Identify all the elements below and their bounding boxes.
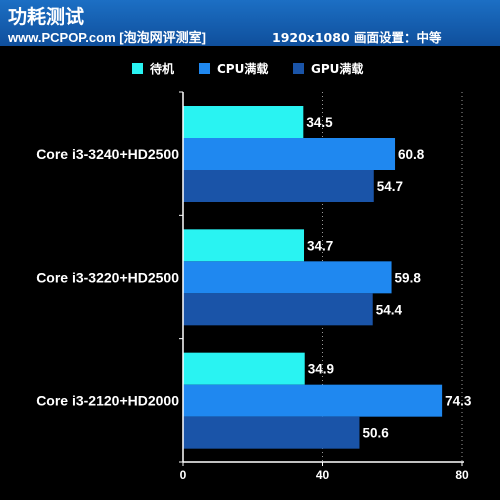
data-label: 34.7 [307,238,333,253]
x-tick-label: 0 [180,468,187,482]
category-label: Core i3-2120+HD2000 [36,393,179,409]
page-title: 功耗测试 [8,6,85,28]
x-tick-label: 80 [455,468,469,482]
bar [183,293,373,326]
bar [183,384,443,417]
x-tick-label: 40 [316,468,330,482]
bar [183,106,304,138]
bar [183,416,360,449]
bar [183,352,305,385]
bar [183,170,374,202]
data-label: 74.3 [445,394,472,409]
bar [183,229,305,262]
legend-swatch [199,63,210,74]
legend-swatch [293,63,304,74]
data-label: 59.8 [395,270,422,285]
data-label: 54.7 [377,179,403,194]
data-label: 50.6 [362,426,389,441]
data-label: 60.8 [398,147,425,162]
site-subtitle: www.PCPOP.com [泡泡网评测室] [8,30,206,45]
legend-label: 待机 [150,61,174,76]
data-label: 34.9 [308,362,334,377]
data-label: 34.5 [306,115,333,130]
data-label: 54.4 [376,302,403,317]
legend-swatch [132,63,143,74]
legend-label: CPU满载 [217,61,268,76]
category-label: Core i3-3220+HD2500 [36,269,179,285]
test-settings: 1920x1080 画面设置：中等 [272,30,442,45]
legend-label: GPU满载 [311,61,363,76]
bar [183,261,392,294]
category-label: Core i3-3240+HD2500 [36,146,179,162]
header-banner: 功耗测试 www.PCPOP.com [泡泡网评测室] 1920x1080 画面… [0,0,500,46]
bar [183,138,396,170]
